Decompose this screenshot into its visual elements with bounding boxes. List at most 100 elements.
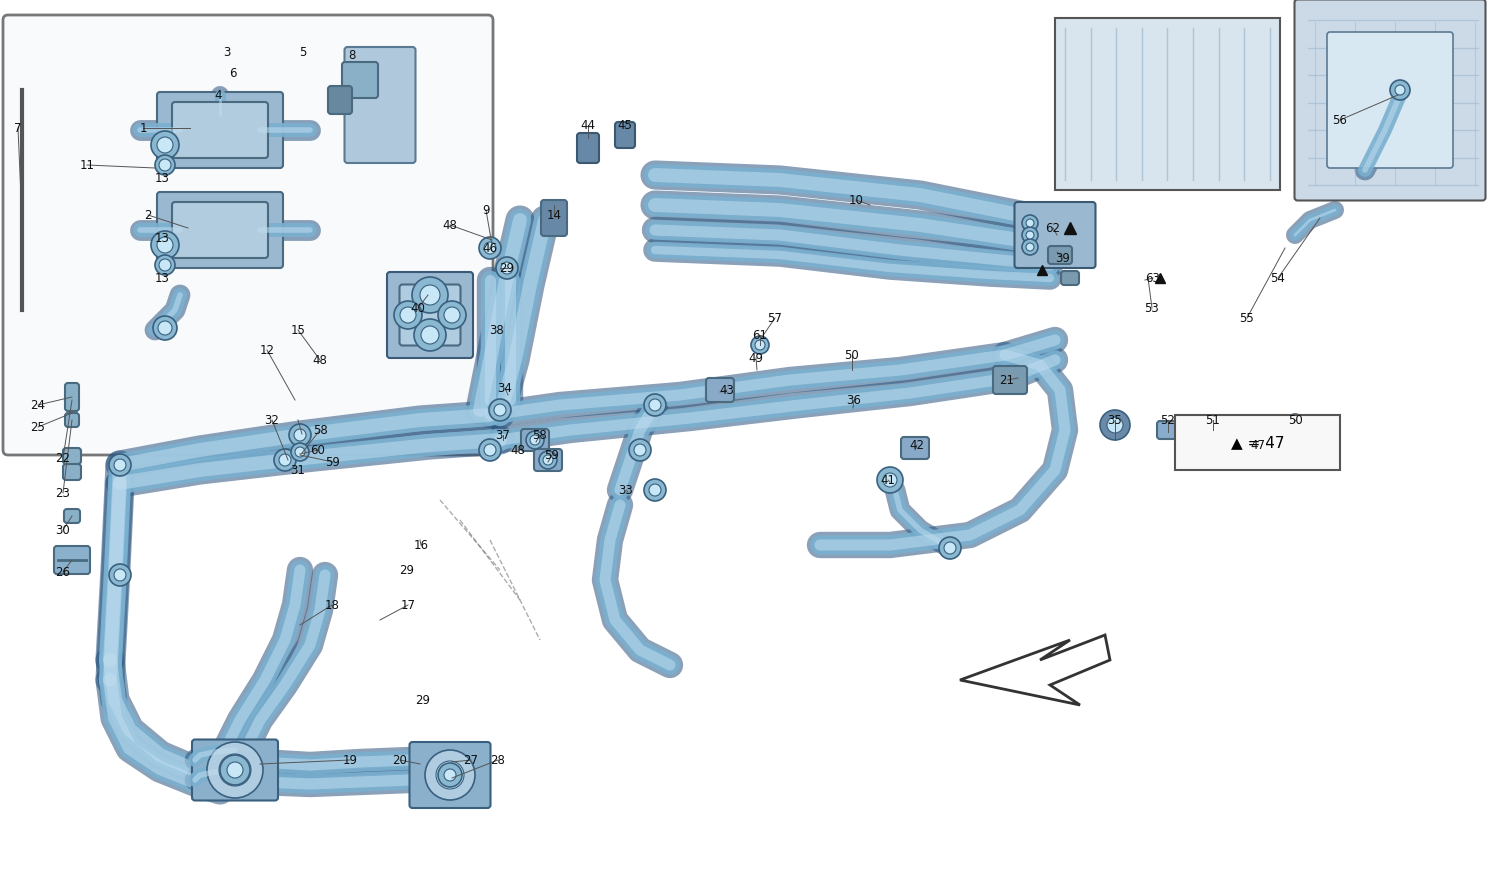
Circle shape <box>438 763 462 787</box>
Text: 29: 29 <box>416 693 430 707</box>
Text: 52: 52 <box>1161 414 1176 426</box>
Circle shape <box>296 447 304 457</box>
FancyBboxPatch shape <box>64 509 80 523</box>
Text: 2: 2 <box>144 208 152 222</box>
Circle shape <box>444 307 460 323</box>
Circle shape <box>290 424 310 446</box>
Circle shape <box>152 131 178 159</box>
FancyBboxPatch shape <box>64 413 80 427</box>
Text: 29: 29 <box>500 262 514 274</box>
Text: 50: 50 <box>1288 414 1304 426</box>
Circle shape <box>1107 417 1124 433</box>
Circle shape <box>1395 85 1406 95</box>
Circle shape <box>1022 227 1038 243</box>
Circle shape <box>291 443 309 461</box>
Polygon shape <box>960 635 1110 705</box>
Circle shape <box>110 454 130 476</box>
Circle shape <box>754 340 765 350</box>
Circle shape <box>110 564 130 586</box>
Text: 62: 62 <box>1046 222 1060 234</box>
Text: 46: 46 <box>483 241 498 255</box>
Text: 59: 59 <box>544 449 560 462</box>
FancyBboxPatch shape <box>328 86 352 114</box>
Text: 48: 48 <box>442 219 458 231</box>
Text: 31: 31 <box>291 464 306 476</box>
Circle shape <box>494 404 506 416</box>
Text: 54: 54 <box>1270 271 1286 285</box>
Circle shape <box>478 439 501 461</box>
Text: 42: 42 <box>909 439 924 451</box>
FancyBboxPatch shape <box>172 102 268 158</box>
Text: 40: 40 <box>411 302 426 314</box>
Text: 35: 35 <box>1107 414 1122 426</box>
FancyBboxPatch shape <box>64 383 80 411</box>
Circle shape <box>438 301 466 329</box>
Text: 56: 56 <box>1332 114 1347 126</box>
Circle shape <box>1026 231 1033 239</box>
FancyBboxPatch shape <box>1294 0 1485 200</box>
Circle shape <box>158 137 172 153</box>
Text: ▲ = 47: ▲ = 47 <box>1232 435 1284 450</box>
Circle shape <box>644 394 666 416</box>
Circle shape <box>114 569 126 581</box>
Circle shape <box>526 431 544 449</box>
Polygon shape <box>1054 18 1280 190</box>
Circle shape <box>944 542 956 554</box>
Text: 13: 13 <box>154 172 170 184</box>
Text: 11: 11 <box>80 158 94 172</box>
Circle shape <box>158 321 172 335</box>
Circle shape <box>1390 80 1410 100</box>
FancyBboxPatch shape <box>1014 202 1095 268</box>
Text: 16: 16 <box>414 538 429 552</box>
FancyBboxPatch shape <box>1048 246 1072 264</box>
Text: 4: 4 <box>214 88 222 101</box>
Text: 39: 39 <box>1056 252 1071 264</box>
Circle shape <box>152 231 178 259</box>
Circle shape <box>394 301 422 329</box>
Text: 50: 50 <box>844 349 859 361</box>
Circle shape <box>294 429 306 441</box>
Text: 59: 59 <box>326 456 340 468</box>
Text: 13: 13 <box>154 231 170 245</box>
Text: 57: 57 <box>768 312 783 325</box>
FancyBboxPatch shape <box>534 449 562 471</box>
Text: 48: 48 <box>312 353 327 367</box>
Circle shape <box>207 742 262 798</box>
Text: 19: 19 <box>342 754 357 766</box>
FancyBboxPatch shape <box>54 546 90 574</box>
Circle shape <box>538 451 556 469</box>
Text: 58: 58 <box>532 428 548 441</box>
Text: 14: 14 <box>546 208 561 222</box>
Circle shape <box>159 259 171 271</box>
Text: 36: 36 <box>846 393 861 407</box>
Circle shape <box>424 750 476 800</box>
Circle shape <box>114 459 126 471</box>
FancyBboxPatch shape <box>706 378 734 402</box>
Text: 1: 1 <box>140 122 147 134</box>
Text: 13: 13 <box>154 271 170 285</box>
Circle shape <box>644 479 666 501</box>
Circle shape <box>878 467 903 493</box>
FancyBboxPatch shape <box>542 200 567 236</box>
FancyBboxPatch shape <box>578 133 598 163</box>
Text: 27: 27 <box>464 754 478 766</box>
Text: 34: 34 <box>498 382 513 394</box>
Circle shape <box>400 307 416 323</box>
FancyBboxPatch shape <box>345 47 416 163</box>
Text: 25: 25 <box>30 420 45 433</box>
FancyBboxPatch shape <box>3 15 494 455</box>
Circle shape <box>478 237 501 259</box>
Circle shape <box>1022 215 1038 231</box>
Text: 55: 55 <box>1239 312 1254 325</box>
Circle shape <box>884 473 897 487</box>
Circle shape <box>159 159 171 171</box>
FancyBboxPatch shape <box>192 740 278 800</box>
Circle shape <box>530 435 540 445</box>
FancyBboxPatch shape <box>410 742 491 808</box>
Text: 22: 22 <box>56 451 70 465</box>
Text: 41: 41 <box>880 473 896 487</box>
FancyBboxPatch shape <box>1328 32 1454 168</box>
Circle shape <box>422 326 440 344</box>
Circle shape <box>634 444 646 456</box>
Circle shape <box>154 255 176 275</box>
